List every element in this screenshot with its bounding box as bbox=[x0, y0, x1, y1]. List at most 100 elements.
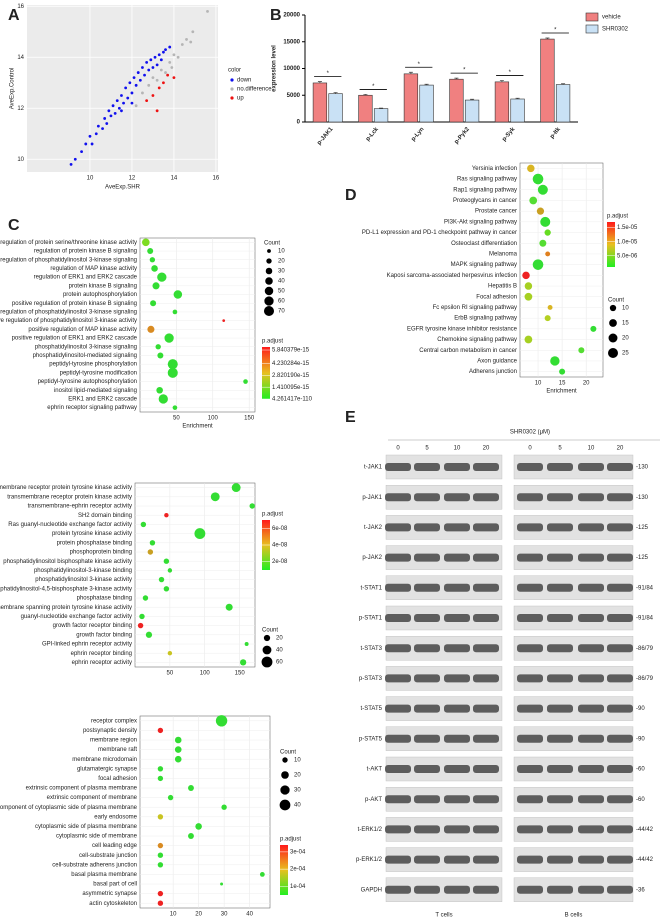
dot bbox=[167, 359, 178, 370]
x-axis-title: Enrichment bbox=[546, 389, 577, 395]
dot bbox=[536, 207, 545, 215]
point bbox=[176, 55, 180, 59]
point bbox=[172, 76, 176, 80]
y-tick-label: 0 bbox=[297, 120, 301, 126]
dot bbox=[157, 890, 164, 897]
dot bbox=[539, 239, 547, 247]
y-tick-label: guanyl-nucleotide exchange factor activi… bbox=[21, 614, 132, 620]
y-tick-label: phosphatidylinositol bisphosphate kinase… bbox=[3, 559, 132, 565]
dot bbox=[147, 325, 155, 333]
legend-swatch bbox=[230, 87, 234, 91]
size-legend-label: 30 bbox=[294, 788, 301, 794]
plot-frame bbox=[139, 237, 256, 413]
dot bbox=[157, 766, 164, 772]
bar bbox=[403, 73, 419, 123]
legend-swatch bbox=[585, 24, 599, 34]
band bbox=[578, 553, 604, 562]
point bbox=[180, 43, 184, 46]
y-tick-label: peptidyl-tyrosine autophosphorylation bbox=[38, 379, 137, 385]
lane-label: 0 bbox=[396, 446, 400, 452]
size-label: -125 bbox=[636, 525, 649, 531]
dot bbox=[225, 603, 233, 611]
error-bar bbox=[408, 71, 413, 74]
y-tick-label: regulation of MAP kinase activity bbox=[50, 266, 137, 272]
size-legend-dot bbox=[609, 319, 617, 327]
dot bbox=[147, 248, 154, 255]
bar bbox=[328, 93, 343, 123]
color-bar-label: 6e-08 bbox=[272, 526, 288, 532]
error-bar bbox=[545, 37, 550, 40]
y-tick-label: protein autophosphorylation bbox=[63, 292, 137, 298]
size-legend-label: 60 bbox=[278, 299, 285, 305]
x-tick-label: 40 bbox=[246, 912, 253, 918]
band bbox=[607, 855, 633, 864]
size-label: -91/84 bbox=[636, 616, 654, 622]
band bbox=[414, 795, 440, 804]
band bbox=[444, 734, 470, 743]
band bbox=[578, 463, 604, 471]
y-tick-label: phosphoprotein binding bbox=[70, 550, 132, 556]
color-bar-label: 4e-08 bbox=[272, 543, 288, 549]
point bbox=[113, 111, 117, 115]
row-label: t-JAK2 bbox=[364, 525, 383, 531]
x-tick-label: p-Itk bbox=[549, 126, 562, 140]
y-tick-label: positive regulation of MAP kinase activi… bbox=[28, 327, 137, 333]
size-label: -44/42 bbox=[636, 857, 654, 863]
size-label: -90 bbox=[636, 706, 645, 712]
panel-label: D bbox=[345, 187, 357, 204]
error-bar bbox=[454, 77, 459, 80]
size-legend-label: 40 bbox=[294, 803, 301, 809]
y-tick-label: Ras guanyl-nucleotide exchange factor ac… bbox=[8, 522, 132, 528]
color-bar-label: 1e-04 bbox=[290, 884, 306, 890]
row-label: t-STAT1 bbox=[361, 585, 383, 591]
color-legend-title: p.adjust bbox=[262, 339, 283, 345]
y-tick-label: Melanoma bbox=[489, 252, 518, 258]
row-label: GAPDH bbox=[361, 887, 382, 893]
y-tick-label: Adherens junction bbox=[469, 369, 517, 375]
point bbox=[151, 76, 155, 80]
band bbox=[414, 855, 440, 864]
size-legend-title: Count bbox=[262, 628, 278, 634]
band bbox=[385, 583, 411, 592]
x-axis-title: Enrichment bbox=[182, 424, 213, 430]
band bbox=[414, 704, 440, 713]
y-tick-label: regulation of protein kinase B signaling bbox=[34, 249, 137, 255]
point bbox=[132, 76, 136, 80]
x-tick-label: 150 bbox=[235, 671, 246, 677]
band bbox=[385, 493, 411, 502]
lane-label: 10 bbox=[588, 446, 595, 452]
point bbox=[147, 83, 151, 87]
band bbox=[517, 674, 543, 683]
dot bbox=[172, 309, 178, 315]
size-legend-dot bbox=[267, 249, 271, 253]
y-tick-label: regulation of phosphatidylinositol 3-kin… bbox=[0, 257, 137, 263]
color-legend-title: p.adjust bbox=[280, 837, 301, 843]
point bbox=[136, 71, 140, 74]
color-bar bbox=[607, 222, 615, 267]
band bbox=[444, 644, 470, 653]
dot bbox=[151, 265, 158, 272]
point bbox=[145, 99, 149, 103]
size-legend-dot bbox=[264, 286, 274, 296]
band bbox=[444, 795, 470, 804]
band bbox=[517, 704, 543, 713]
band bbox=[473, 493, 499, 502]
dot bbox=[167, 367, 178, 378]
size-legend-label: 70 bbox=[278, 309, 285, 315]
error-bar bbox=[424, 83, 429, 86]
y-tick-label: glutamatergic synapse bbox=[77, 766, 138, 772]
band bbox=[517, 825, 543, 834]
y-tick-label: cell-substrate junction bbox=[79, 853, 137, 859]
point bbox=[130, 91, 134, 95]
lane-label: 5 bbox=[558, 446, 562, 452]
y-tick-label: ErbB signaling pathway bbox=[454, 316, 517, 322]
x-tick-label: 16 bbox=[213, 176, 220, 182]
y-tick-label: cytoplasmic side of plasma membrane bbox=[35, 824, 138, 830]
legend-label: vehicle bbox=[602, 15, 621, 21]
dot bbox=[174, 736, 182, 744]
band bbox=[607, 734, 633, 743]
y-tick-label: transmembrane-ephrin receptor activity bbox=[28, 504, 132, 510]
dot bbox=[527, 164, 535, 173]
point bbox=[141, 91, 144, 95]
